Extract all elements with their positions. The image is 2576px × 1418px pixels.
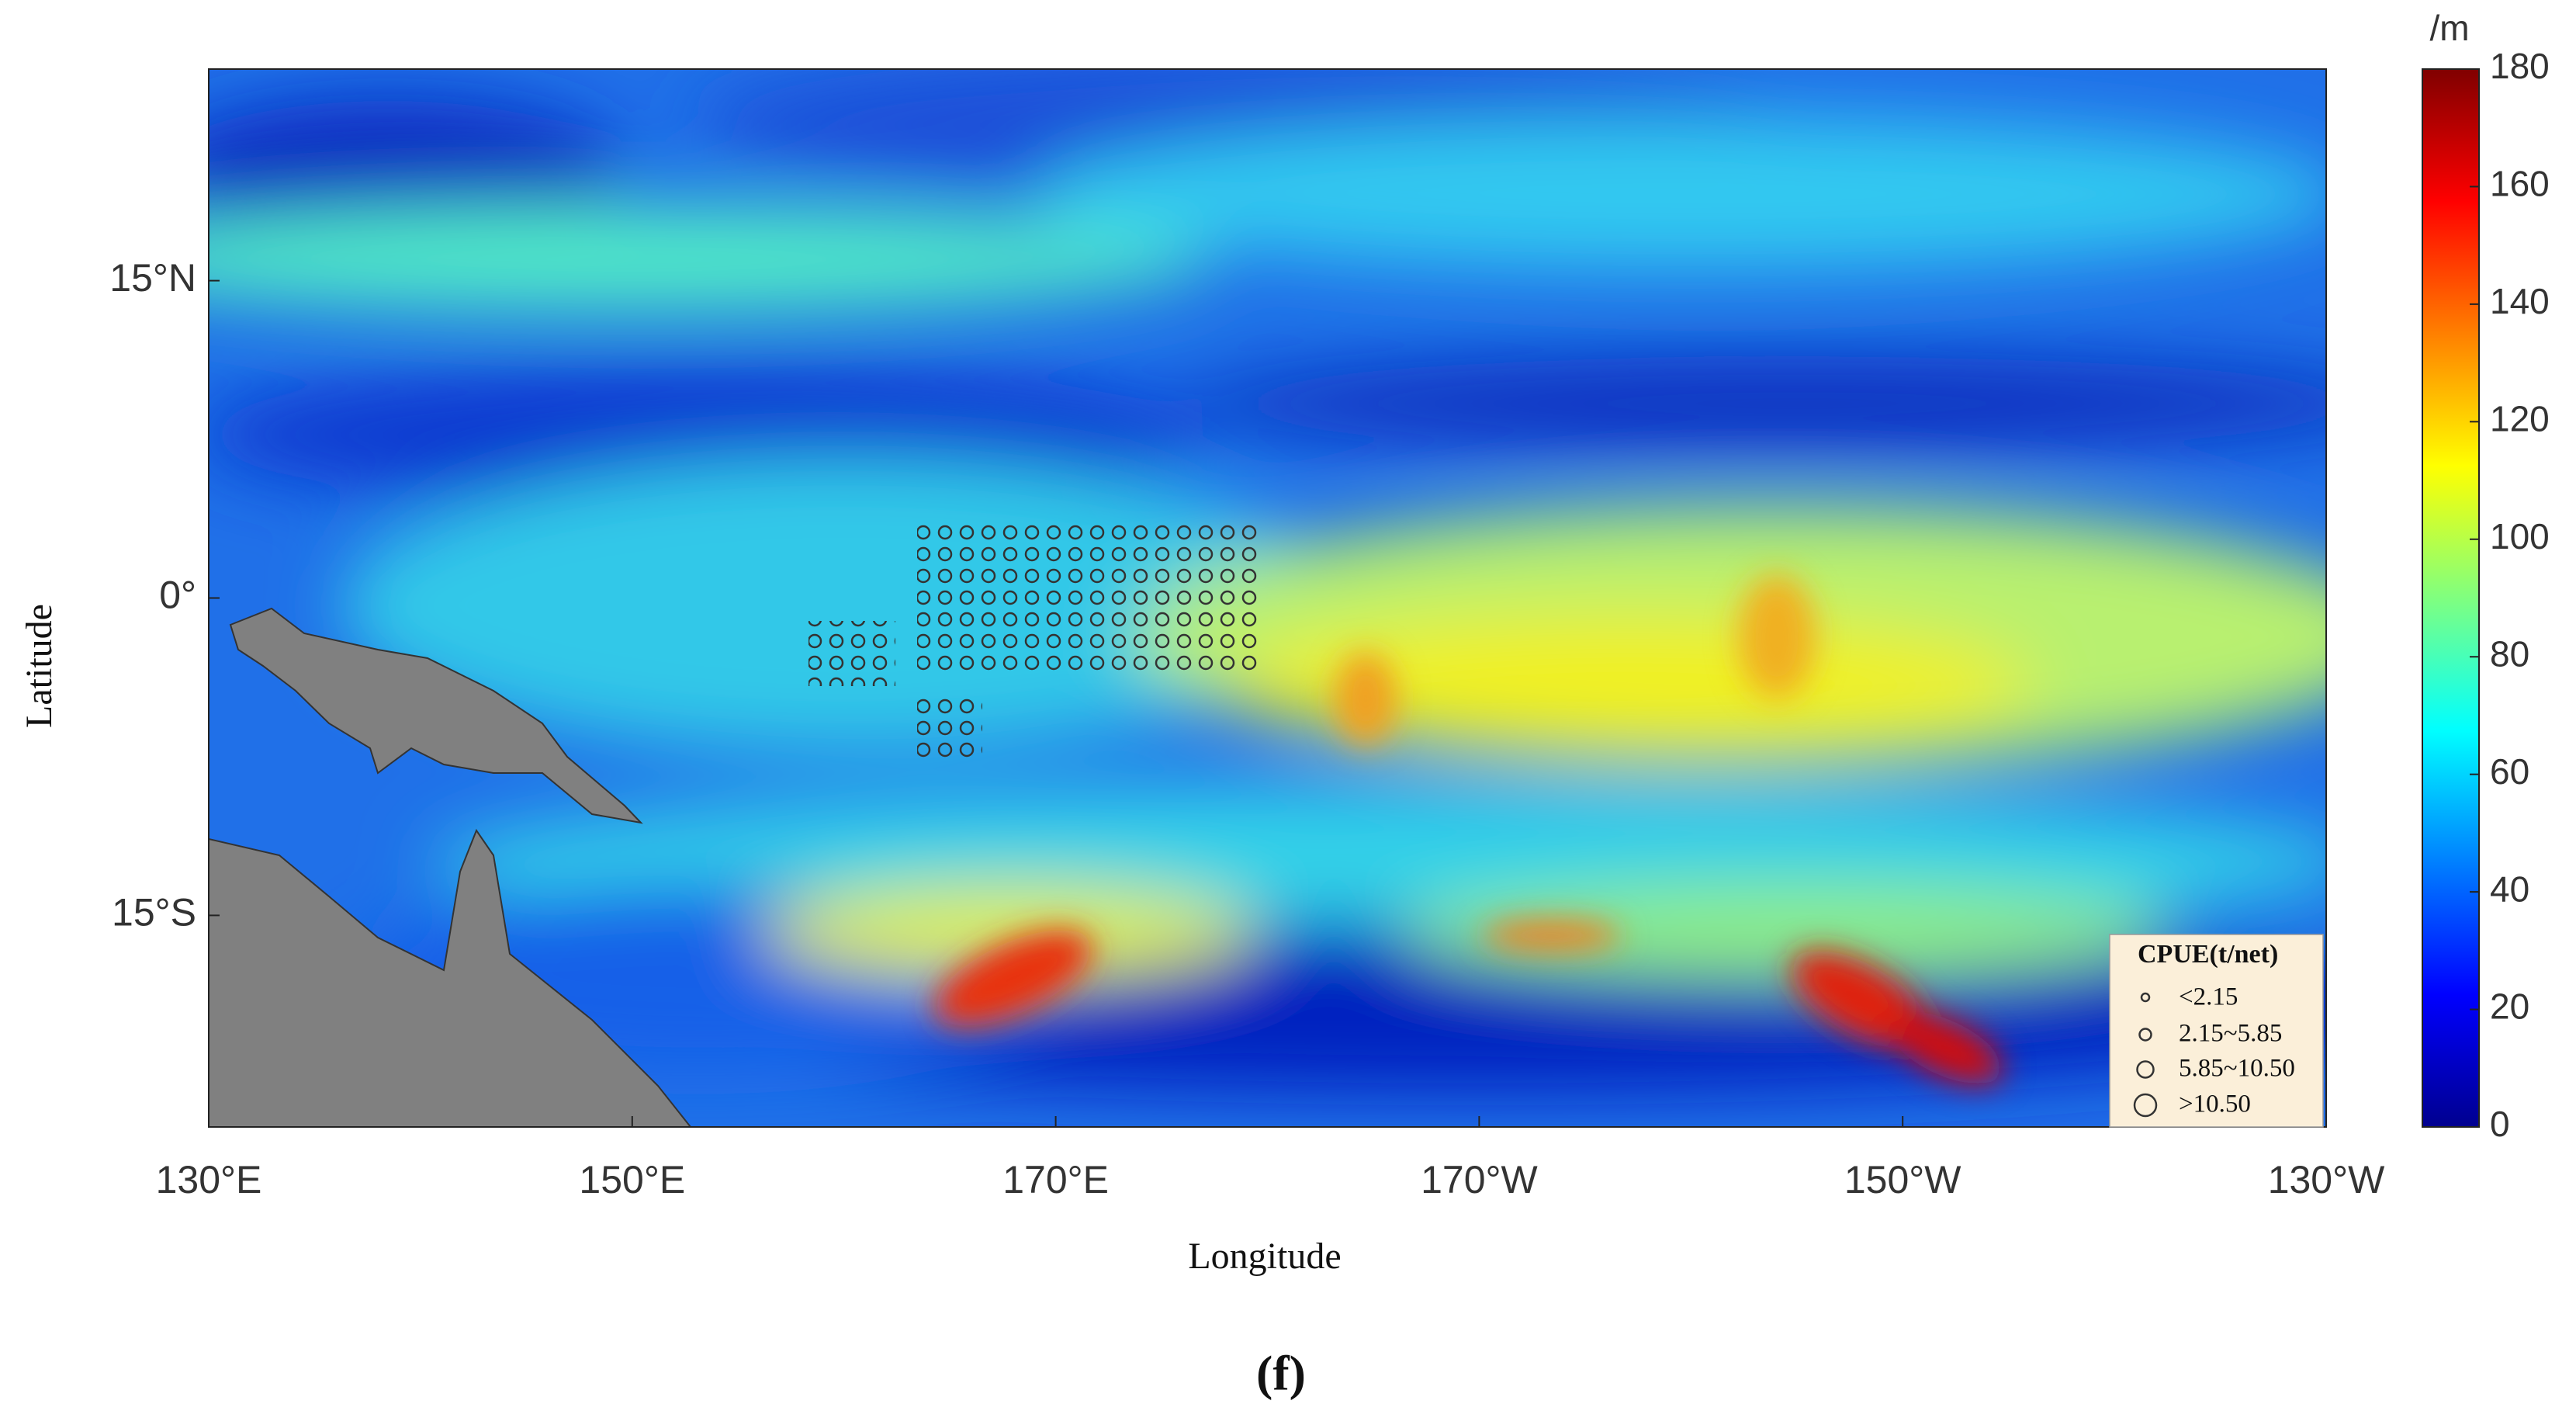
legend-title: CPUE(t/net) [2138, 940, 2278, 969]
y-tick-label: 15°N [109, 256, 196, 300]
x-tick-label: 150°E [579, 1158, 685, 1201]
legend-entry: >10.50 [2179, 1090, 2251, 1118]
heat-field [209, 69, 2326, 1127]
x-tick-label: 150°W [1844, 1158, 1961, 1201]
colorbar-tick-label: 100 [2490, 516, 2550, 556]
colorbar-tick-label: 40 [2490, 868, 2529, 909]
legend: CPUE(t/net) <2.15 2.15~5.85 5.85~10.50 >… [2109, 934, 2324, 1128]
colorbar-tick-label: 180 [2490, 46, 2550, 86]
x-tick-label: 170°E [1002, 1158, 1109, 1201]
colorbar-tick-label: 80 [2490, 633, 2529, 674]
y-axis-title: Latitude [19, 604, 60, 728]
colorbar-tick-label: 140 [2490, 281, 2550, 321]
caption: (f) [1256, 1346, 1306, 1401]
colorbar-tick-label: 120 [2490, 398, 2550, 439]
x-tick-label: 130°W [2268, 1158, 2385, 1201]
x-axis-title: Longitude [1188, 1236, 1341, 1277]
colorbar-tick-label: 160 [2490, 164, 2550, 204]
colorbar-tick-label: 60 [2490, 751, 2529, 792]
legend-entry: 2.15~5.85 [2179, 1020, 2282, 1048]
legend-entry: 5.85~10.50 [2179, 1055, 2295, 1083]
y-tick-label: 0° [159, 574, 196, 617]
colorbar-tick-label: 20 [2490, 986, 2529, 1027]
legend-entry: <2.15 [2179, 983, 2238, 1011]
x-tick-label: 170°W [1421, 1158, 1538, 1201]
colorbar-tick-label: 0 [2490, 1104, 2510, 1144]
x-tick-label: 130°E [156, 1158, 262, 1201]
colorbar-unit: /m [2429, 8, 2469, 48]
colorbar [2422, 68, 2480, 1128]
y-tick-label: 15°S [112, 891, 196, 934]
